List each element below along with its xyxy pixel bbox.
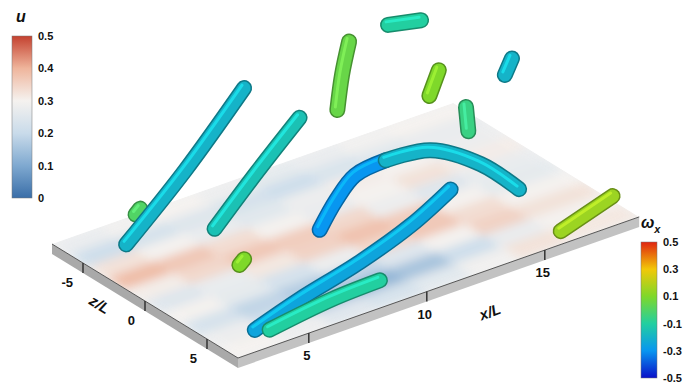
tube-highlight (335, 38, 347, 107)
colorbar: 0 0.1 0.2 0.3 0.4 0.5 u (12, 8, 54, 204)
colorbar-axis: 0 0.1 0.2 0.3 0.4 0.5 (32, 30, 54, 204)
colorbar-tick-label: -0.3 (663, 345, 682, 357)
vortex-tube (213, 115, 300, 229)
tick-z (144, 301, 146, 311)
tube-highlight (386, 17, 419, 22)
vortex-structure (215, 118, 300, 229)
colorbar-tick: 0.1 (32, 160, 53, 172)
tick-label-x: 15 (536, 265, 550, 280)
tick-x (426, 292, 428, 302)
axis-line-z (52, 244, 238, 358)
colorbar-domain (657, 243, 658, 379)
vortex-tube (464, 104, 468, 131)
vortex-tube (134, 206, 141, 215)
tube-highlight (253, 186, 449, 327)
vortex-tube (386, 17, 421, 25)
colorbar-tick-label: 0.3 (38, 95, 53, 107)
tube-highlight (318, 157, 384, 226)
vortex-tube (559, 193, 613, 231)
tube-highlight (384, 147, 517, 186)
tick-x (544, 250, 546, 260)
colorbar-tick-label: 0.4 (38, 62, 54, 74)
tube-outline (215, 118, 300, 229)
tube-outline (270, 280, 380, 329)
colorbar-title-main: u (16, 8, 26, 25)
colorbar-tick: 0.3 (32, 95, 53, 107)
axis-line-x (238, 217, 639, 358)
colorbar-tick-label: 0.5 (663, 236, 678, 248)
colorbar-title: u (16, 8, 26, 25)
colorbar-ramp (641, 242, 657, 378)
colorbar-tick-label: 0.1 (38, 160, 53, 172)
tick-z (206, 339, 208, 349)
tube-highlight (213, 115, 298, 226)
colorbar-tick: -0.5 (657, 372, 682, 384)
tick-x (308, 333, 310, 343)
colorbar-tick: -0.1 (657, 318, 682, 330)
colorbar-ramp (12, 36, 32, 198)
chart-svg: 5 10 15 -5 0 5 x/L z/L 0 0.1 0.2 0.3 0.4 0.5 u -0.5 -0.3… (0, 0, 694, 386)
vortex-tube (503, 55, 512, 74)
colorbar-tick: 0.4 (32, 62, 54, 74)
tube-highlight (237, 256, 242, 262)
vortex-structure (270, 280, 380, 329)
colorbar-tick: 0.2 (32, 127, 53, 139)
tube-highlight (559, 193, 611, 228)
colorbar-tick: 0.1 (657, 290, 678, 302)
colorbar: -0.5-0.3-0.10.10.30.5ωx (641, 214, 682, 384)
tube-highlight (503, 55, 510, 71)
axis-title-z: z/L (86, 291, 114, 317)
colorbar-tick: 0.5 (657, 236, 678, 248)
vortex-tube (253, 186, 451, 330)
vortex-tube (427, 67, 438, 96)
tube-highlight (268, 277, 378, 326)
vortex-tube (318, 157, 386, 229)
vortex-tube (237, 256, 244, 265)
tube-highlight (134, 206, 139, 212)
tick-label-x: 5 (303, 348, 310, 363)
colorbar-tick-label: -0.5 (663, 372, 682, 384)
colorbar-tick-label: -0.1 (663, 318, 682, 330)
tick-label-x: 10 (418, 307, 432, 322)
axis-title-x: x/L (476, 300, 503, 324)
tick-z (82, 263, 84, 273)
colorbar-tick: 0.3 (657, 263, 678, 275)
colorbar-tick-label: 0.3 (663, 263, 678, 275)
colorbar-tick: -0.3 (657, 345, 682, 357)
colorbar-tick-label: 0.1 (663, 290, 678, 302)
colorbar-title-sub: x (653, 223, 661, 235)
colorbar-title: ωx (641, 214, 661, 235)
tick-label-z: 0 (128, 313, 135, 328)
colorbar-title-main: ω (641, 214, 654, 231)
colorbar-tick-label: 0.2 (38, 127, 53, 139)
tube-highlight (464, 104, 466, 128)
tube-outline (561, 196, 613, 231)
chart-root: 5 10 15 -5 0 5 x/L z/L 0 0.1 0.2 0.3 0.4 0.5 u -0.5 -0.3… (0, 0, 694, 386)
tick-label-z: -5 (61, 275, 73, 290)
tick-label-z: 5 (190, 351, 197, 366)
colorbar-tick-label: 0 (38, 192, 44, 204)
vortex-structure (561, 196, 613, 231)
colorbar-tick: 0 (32, 192, 44, 204)
structures (124, 17, 613, 330)
tube-highlight (427, 67, 436, 93)
vortex-tube (268, 277, 380, 329)
colorbar-tick-label: 0.5 (38, 30, 53, 42)
colorbar-axis: -0.5 -0.3 -0.1 0.1 0.3 0.5 (657, 236, 682, 384)
colorbar-tick: 0.5 (32, 30, 53, 42)
colorbar-domain (32, 37, 33, 199)
vortex-tube (335, 38, 349, 110)
